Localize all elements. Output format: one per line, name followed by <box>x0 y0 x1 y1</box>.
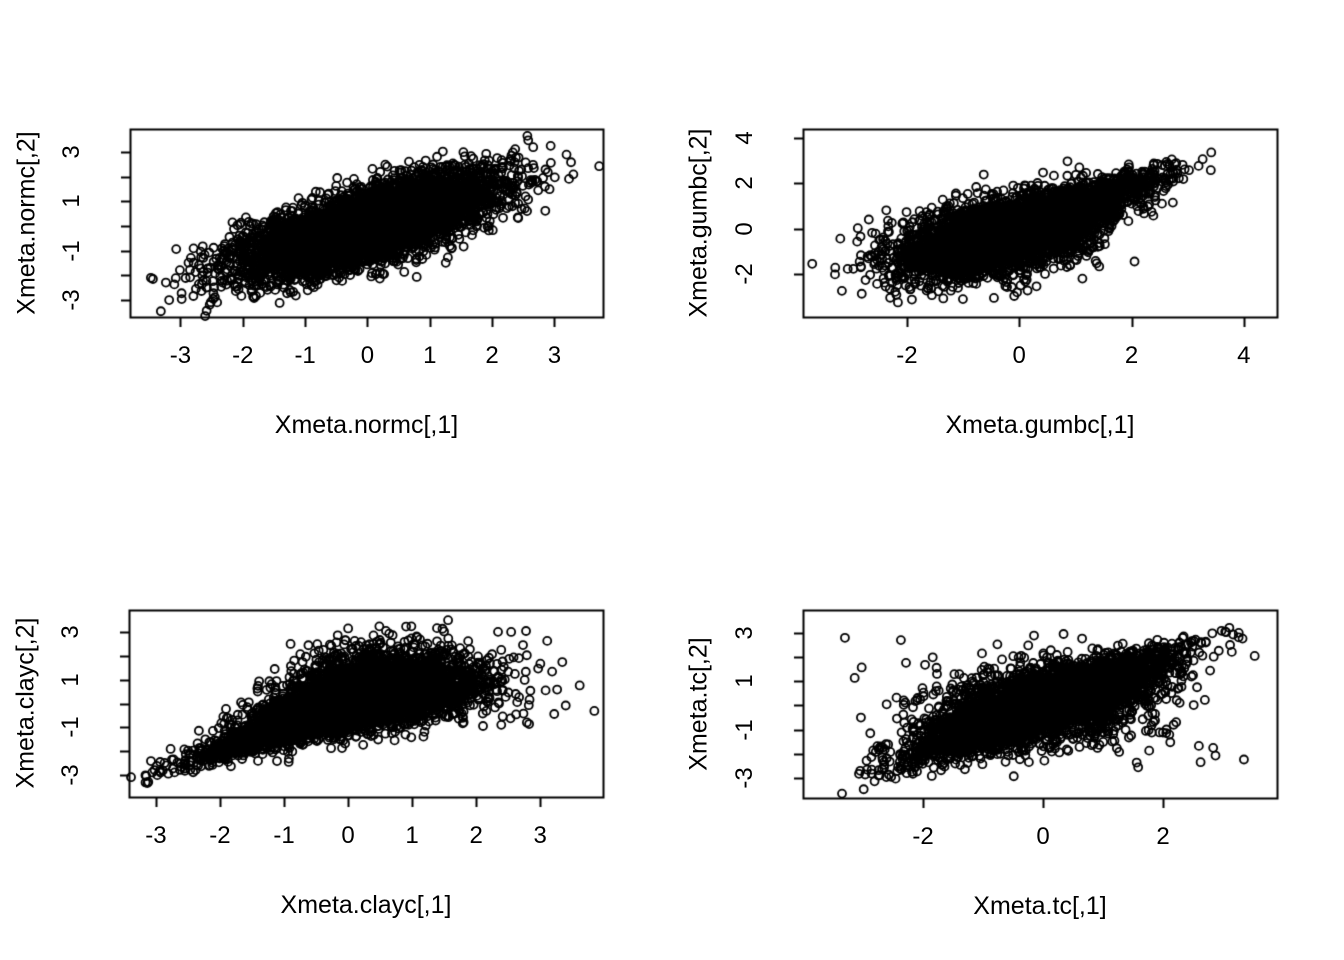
x-tick-label: 0 <box>360 342 375 369</box>
x-tick-label: 2 <box>1156 823 1170 850</box>
y-tick-label: -3 <box>731 767 758 789</box>
x-tick-label: 0 <box>341 822 355 849</box>
x-tick-label: -2 <box>209 822 231 849</box>
y-tick-label: 3 <box>58 145 85 159</box>
y-tick-label: -1 <box>58 239 85 262</box>
x-tick-label: 4 <box>1237 342 1251 369</box>
x-tick-label: 2 <box>1124 342 1139 369</box>
y-tick-label: 2 <box>731 176 758 191</box>
x-axis-title-tc: Xmeta.tc[,1] <box>973 892 1107 920</box>
x-tick-label: 0 <box>1012 342 1026 369</box>
y-tick-label: -1 <box>731 718 758 741</box>
x-tick-label: 1 <box>423 342 437 369</box>
x-tick-label: -3 <box>145 822 167 849</box>
y-tick-label: 1 <box>731 674 758 688</box>
y-tick-label: 3 <box>57 625 84 639</box>
y-tick-label: 1 <box>57 672 84 687</box>
x-tick-label: 3 <box>547 342 562 369</box>
y-tick-label: 4 <box>731 131 758 145</box>
x-tick-label: -1 <box>294 342 316 369</box>
y-tick-label: 0 <box>731 221 758 236</box>
y-tick-label: -3 <box>57 764 84 786</box>
x-tick-label: -1 <box>273 822 295 849</box>
x-tick-label: 1 <box>405 822 419 849</box>
x-tick-label: 3 <box>533 822 547 849</box>
x-tick-label: -2 <box>912 823 934 850</box>
x-tick-label: 2 <box>485 342 499 369</box>
y-axis-title-tc: Xmeta.tc[,2] <box>684 637 713 771</box>
x-tick-label: 0 <box>1036 823 1050 850</box>
x-axis-title-normc: Xmeta.normc[,1] <box>274 411 459 439</box>
x-axis-title-clayc: Xmeta.clayc[,1] <box>280 891 452 919</box>
x-axis-title-gumbc: Xmeta.gumbc[,1] <box>945 411 1135 439</box>
y-axis-title-normc: Xmeta.normc[,2] <box>12 131 41 315</box>
y-axis-title-clayc: Xmeta.clayc[,2] <box>11 617 40 789</box>
x-tick-label: 2 <box>469 822 483 849</box>
y-tick-label: 1 <box>58 194 85 208</box>
y-tick-label: 3 <box>731 626 758 640</box>
y-axis-title-gumbc: Xmeta.gumbc[,2] <box>684 128 713 318</box>
x-tick-label: -3 <box>169 342 192 369</box>
x-tick-label: -2 <box>232 342 254 369</box>
y-tick-label: -2 <box>731 263 758 285</box>
y-tick-label: -3 <box>58 289 85 311</box>
y-tick-label: -1 <box>57 716 84 739</box>
x-tick-label: -2 <box>896 342 918 369</box>
